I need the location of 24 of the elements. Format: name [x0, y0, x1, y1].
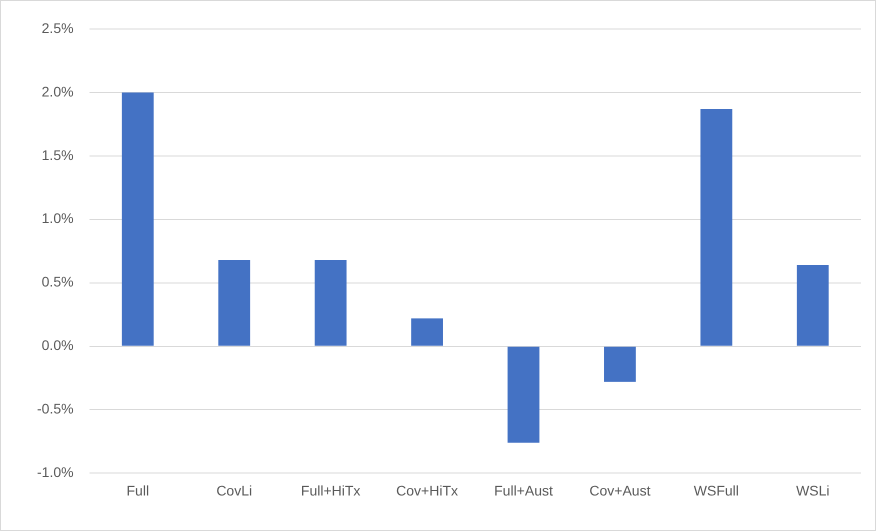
x-tick-label: Full+Aust [494, 482, 553, 498]
bar [796, 265, 829, 346]
y-tick-label: -0.5% [36, 400, 74, 417]
x-tick-label: Cov+HiTx [396, 482, 458, 498]
bar [411, 318, 443, 346]
bar [122, 92, 154, 346]
y-tick-label: 2.0% [42, 83, 74, 100]
x-tick-label: WSLi [796, 482, 830, 498]
bar [508, 346, 540, 443]
x-tick-label: CovLi [216, 482, 252, 498]
bar [604, 346, 636, 382]
x-tick-label: Full+HiTx [300, 482, 360, 498]
y-tick-label: 0.5% [42, 274, 74, 290]
y-tick-label: 1.5% [42, 146, 74, 163]
bar [700, 108, 732, 346]
x-tick-label: Full [126, 482, 150, 498]
y-tick-label: 1.0% [42, 210, 74, 226]
x-tick-label: WSFull [694, 482, 739, 498]
x-tick-label: Cov+Aust [589, 482, 651, 498]
bar [314, 260, 347, 346]
y-tick-label: -1.0% [36, 464, 74, 480]
bar [218, 260, 250, 346]
y-tick-label: 0.0% [42, 337, 74, 354]
y-tick-label: 2.5% [42, 20, 74, 36]
